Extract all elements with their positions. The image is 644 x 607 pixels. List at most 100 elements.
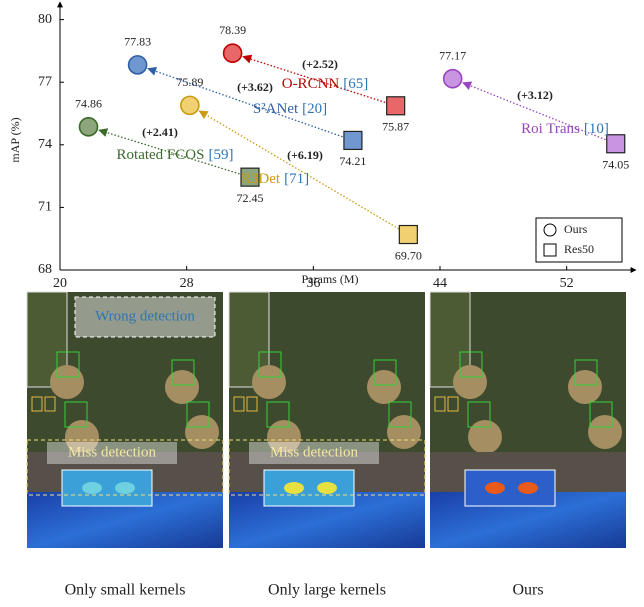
method-cite: [59] (208, 147, 233, 163)
zoom-inset (61, 469, 153, 507)
annotation-box (228, 439, 426, 496)
method-name: Roi Trans (521, 121, 580, 137)
detection-box (246, 396, 258, 412)
detection-box (459, 351, 483, 378)
detection-box (373, 359, 397, 386)
method-label: Roi Trans [10] (521, 121, 609, 137)
legend-box (535, 217, 623, 263)
ours-marker (442, 68, 463, 89)
zoom-inset (263, 469, 355, 507)
value-label: 74.86 (75, 97, 102, 111)
panel-caption: Ours (512, 582, 543, 599)
diamond (367, 370, 401, 404)
x-tick-label: 28 (180, 276, 194, 291)
annotation-bg (249, 442, 379, 464)
method-name: R3Det (241, 171, 281, 187)
heat-spot (82, 482, 102, 494)
y-tick-label: 71 (38, 200, 52, 215)
value-label: 74.05 (602, 158, 629, 172)
detection-box (388, 401, 412, 428)
annotation: Wrong detection (95, 308, 195, 324)
method-name: Rotated FCOS (117, 147, 205, 163)
image-panel: Wrong detection Miss detection (26, 291, 224, 548)
y-tick-label: 77 (38, 74, 52, 89)
legend-label: Res50 (564, 242, 594, 256)
detection-box (44, 396, 56, 412)
x-axis-label: Params (M) (302, 272, 359, 286)
y-tick-label: 74 (38, 137, 52, 152)
diamond (165, 370, 199, 404)
legend-label: Ours (564, 222, 588, 236)
ours-marker (222, 43, 243, 64)
diamond (468, 420, 502, 454)
annotation-box (74, 296, 216, 338)
x-tick-label: 20 (53, 276, 67, 291)
y-tick-label: 80 (38, 12, 52, 27)
res50-marker (398, 224, 418, 245)
detection-box (186, 401, 210, 428)
heat-spot (485, 482, 505, 494)
value-label: 77.83 (124, 35, 151, 49)
heat-spot (284, 482, 304, 494)
method-name: S²ANet (253, 101, 299, 117)
annotation-box (26, 439, 224, 496)
detection-box (31, 396, 43, 412)
x-tick-label: 36 (306, 276, 320, 291)
method-cite: [10] (584, 121, 609, 137)
res50-marker (606, 134, 626, 154)
diamond (267, 420, 301, 454)
ours-marker (127, 55, 148, 75)
panel-caption: Only large kernels (268, 582, 386, 599)
heat-spot (115, 482, 135, 494)
diamond (252, 365, 286, 399)
annotation-bg (47, 442, 177, 464)
image-panel: Miss detection (228, 291, 426, 548)
value-label: 72.45 (237, 191, 264, 205)
value-label: 75.87 (382, 120, 409, 134)
improvement-arrow (198, 110, 400, 230)
method-label: Rotated FCOS [59] (117, 147, 234, 163)
panel-caption: Only small kernels (65, 582, 186, 599)
res50-marker (343, 130, 363, 151)
detection-box (64, 401, 88, 428)
diamond (387, 415, 421, 449)
image-panel (429, 291, 626, 548)
res50-marker (240, 167, 260, 187)
detection-box (589, 401, 613, 428)
gain-label: (+6.19) (287, 148, 323, 162)
method-cite: [65] (343, 76, 368, 92)
improvement-arrow (98, 128, 240, 175)
diamond (185, 415, 219, 449)
improvement-arrow (462, 81, 606, 141)
value-label: 77.17 (439, 48, 466, 62)
diamond (568, 370, 602, 404)
diamond (588, 415, 622, 449)
gain-label: (+3.62) (237, 80, 273, 94)
y-axis-label: mAP (%) (8, 117, 22, 162)
zoom-inset (464, 469, 556, 507)
detection-box (434, 396, 446, 412)
detection-box (56, 351, 80, 378)
method-cite: [20] (302, 101, 327, 117)
value-label: 69.70 (395, 248, 422, 262)
method-cite: [71] (284, 171, 309, 187)
ours-marker (78, 117, 99, 137)
detection-box (258, 351, 282, 378)
improvement-arrow (147, 66, 343, 138)
annotation: Miss detection (68, 444, 156, 460)
gain-label: (+3.12) (517, 88, 553, 102)
detection-box (574, 359, 598, 386)
diamond (65, 420, 99, 454)
heat-spot (518, 482, 538, 494)
detection-box (447, 396, 459, 412)
legend-marker (543, 243, 557, 257)
method-name: O-RCNN (282, 76, 340, 92)
detection-box (266, 401, 290, 428)
improvement-arrow (242, 54, 386, 104)
legend-marker (543, 223, 557, 237)
annotation: Miss detection (270, 444, 358, 460)
detection-box (171, 359, 195, 386)
ours-marker (180, 95, 200, 116)
method-label: S²ANet [20] (253, 101, 327, 117)
